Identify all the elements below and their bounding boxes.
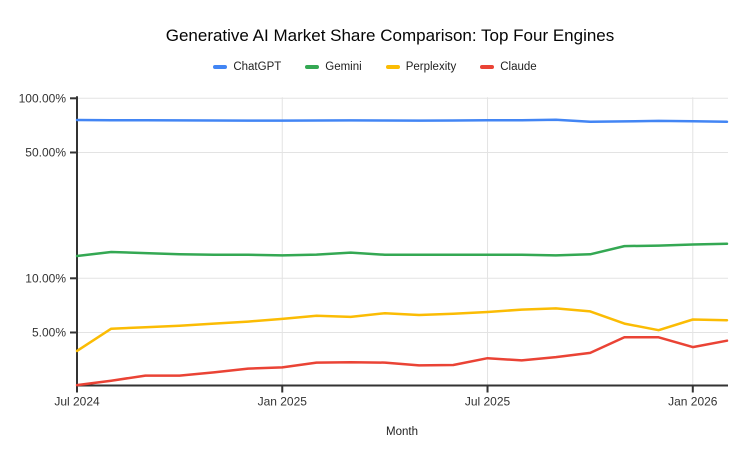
- legend-label-gemini: Gemini: [325, 61, 362, 73]
- perplexity-series-swatch-icon: [385, 65, 400, 69]
- x-axis-tick-label: Jan 2025: [258, 395, 308, 409]
- chart-title: Generative AI Market Share Comparison: T…: [165, 26, 615, 45]
- series-line-gemini[interactable]: [75, 242, 729, 258]
- y-axis-tick-label: 5.00%: [32, 325, 66, 339]
- series-line-claude[interactable]: [75, 336, 729, 387]
- series-line-chatgpt[interactable]: [75, 118, 729, 124]
- legend-item-perplexity[interactable]: Perplexity: [385, 61, 457, 73]
- x-axis-tick-label: Jul 2025: [465, 395, 511, 409]
- legend-label-claude: Claude: [500, 61, 537, 73]
- legend-label-perplexity: Perplexity: [405, 61, 457, 73]
- legend-item-chatgpt[interactable]: ChatGPT: [213, 61, 281, 73]
- chatgpt-series-swatch-icon: [213, 65, 228, 69]
- x-axis-tick-label: Jan 2026: [668, 395, 718, 409]
- legend: ChatGPT Gemini Perplexity Claude: [0, 61, 750, 73]
- legend-item-claude[interactable]: Claude: [480, 61, 537, 73]
- gemini-series-swatch-icon: [305, 65, 320, 69]
- legend-label-chatgpt: ChatGPT: [233, 61, 282, 73]
- claude-series-swatch-icon: [480, 65, 495, 69]
- legend-item-gemini[interactable]: Gemini: [305, 61, 362, 73]
- y-axis-tick-label: 10.00%: [25, 271, 66, 285]
- x-axis-title: Month: [386, 426, 418, 438]
- x-axis-tick-label: Jul 2024: [54, 395, 100, 409]
- y-axis-tick-label: 100.00%: [19, 91, 67, 105]
- series-line-perplexity[interactable]: [75, 307, 729, 353]
- y-axis-tick-label: 50.00%: [25, 145, 66, 159]
